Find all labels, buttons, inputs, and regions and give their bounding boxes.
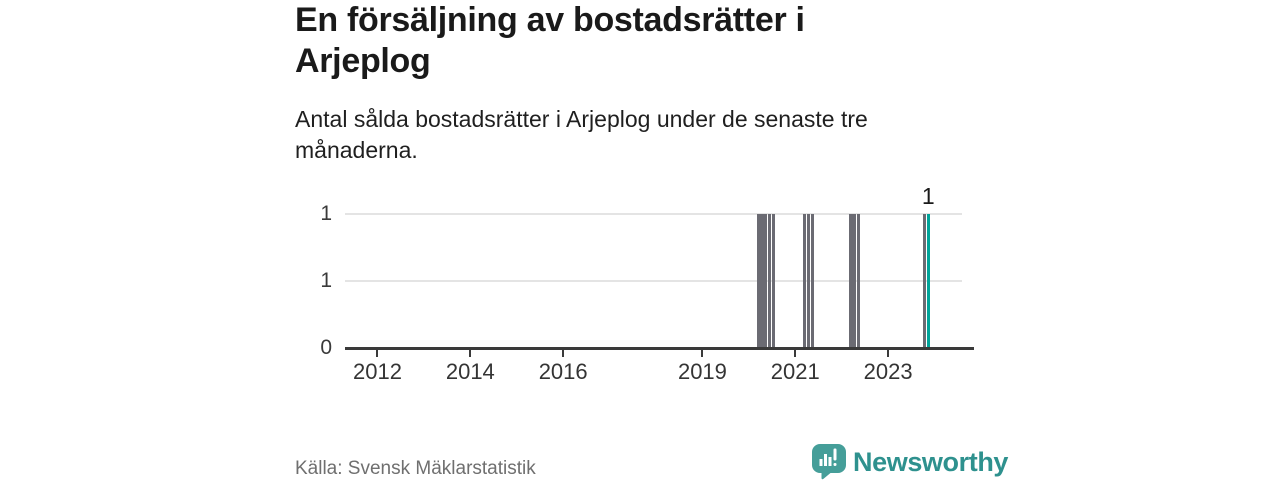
chart-bar bbox=[803, 214, 807, 347]
x-axis-tick bbox=[794, 350, 797, 357]
chart-bar bbox=[806, 214, 810, 347]
chart-bar bbox=[756, 214, 760, 347]
chart-bar bbox=[764, 214, 768, 347]
x-axis-tick bbox=[562, 350, 565, 357]
x-axis-tick-label: 2014 bbox=[445, 359, 495, 384]
x-axis-tick bbox=[469, 350, 472, 357]
page-title: En försäljning av bostadsrätter i Arjepl… bbox=[295, 1, 805, 80]
x-axis-tick-label: 2012 bbox=[353, 359, 402, 384]
x-axis-tick-label: 2019 bbox=[677, 359, 727, 384]
chart-bar bbox=[760, 214, 764, 347]
x-axis-tick-label: 2021 bbox=[770, 359, 820, 384]
chart-bar bbox=[857, 214, 861, 347]
x-axis-line bbox=[345, 347, 974, 350]
brand-wordmark: Newsworthy bbox=[853, 446, 1009, 477]
x-axis-tick-label: 2016 bbox=[538, 359, 588, 384]
icon-bar-3 bbox=[828, 457, 832, 466]
x-axis-tick bbox=[701, 350, 704, 357]
newsworthy-logo: Newsworthy bbox=[812, 444, 1008, 480]
icon-bar-2 bbox=[824, 454, 827, 466]
gridline-y bbox=[345, 213, 962, 215]
chart-bar bbox=[853, 214, 857, 347]
icon-bar-1 bbox=[819, 459, 823, 466]
chart-bar bbox=[768, 214, 772, 347]
x-axis-tick bbox=[376, 350, 379, 357]
page-subtitle: Antal sålda bostadsrätter i Arjeplog und… bbox=[295, 106, 868, 163]
icon-exclamation-stroke bbox=[833, 448, 837, 461]
bar-value-label: 1 bbox=[921, 183, 935, 209]
y-axis-tick-label: 1 bbox=[320, 202, 332, 225]
chart-bar bbox=[810, 214, 814, 347]
newsworthy-bubble-chart-icon bbox=[812, 444, 846, 480]
chart-bar bbox=[772, 214, 776, 347]
x-axis-tick-label: 2023 bbox=[863, 359, 913, 384]
source-note: Källa: Svensk Mäklarstatistik bbox=[295, 458, 536, 479]
gridline-y bbox=[345, 280, 962, 282]
chart-bar bbox=[922, 214, 927, 347]
chart-bar-highlighted bbox=[926, 214, 930, 347]
x-axis-tick bbox=[887, 350, 890, 357]
icon-exclamation-dot bbox=[833, 463, 837, 466]
y-axis-tick-label: 0 bbox=[320, 336, 332, 359]
chart-bar bbox=[849, 214, 853, 347]
y-axis-tick-label: 1 bbox=[320, 269, 332, 292]
